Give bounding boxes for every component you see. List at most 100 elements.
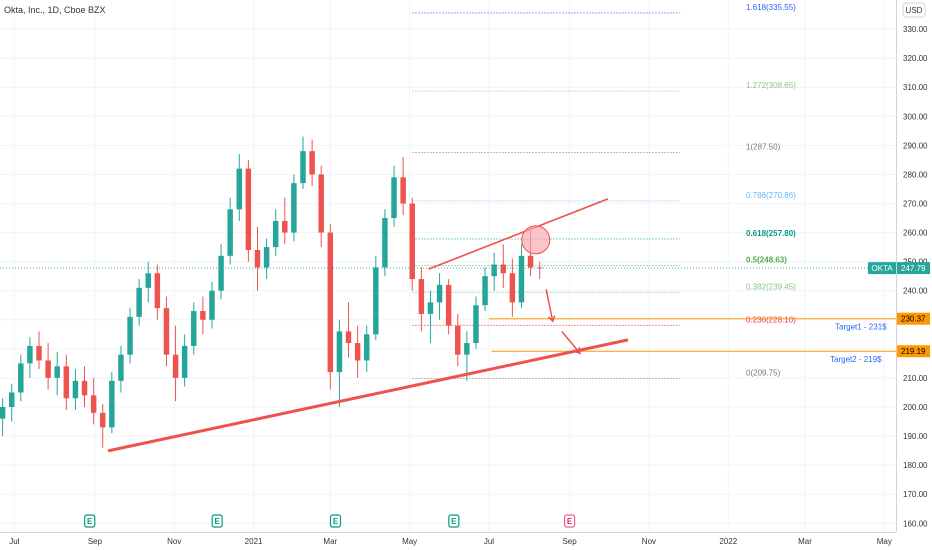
candle-body xyxy=(145,273,151,288)
candle-body xyxy=(482,276,488,306)
candle-body xyxy=(0,406,6,419)
candle-body xyxy=(172,354,179,378)
time-tick-label: Nov xyxy=(167,537,181,546)
target-label: Target2 - 219$ xyxy=(830,355,882,364)
grid xyxy=(0,0,896,532)
candle-body xyxy=(36,345,42,361)
time-tick-label: Nov xyxy=(642,537,656,546)
candle-body xyxy=(254,250,261,268)
candle-body xyxy=(309,151,315,175)
earnings-icon-label: E xyxy=(87,517,93,526)
candle-body xyxy=(391,177,397,219)
candle-body xyxy=(382,218,388,268)
fib-level-label: 1.272(308.65) xyxy=(746,81,796,90)
fib-level-label: 0.5(248.63) xyxy=(746,256,787,265)
candle-body xyxy=(436,284,443,303)
candle-body xyxy=(409,203,415,280)
candle-body xyxy=(181,345,188,378)
candle-body xyxy=(336,331,343,373)
fib-level-label: 1(287.50) xyxy=(746,143,781,152)
price-tick-label: 190.00 xyxy=(903,432,928,441)
candle-body xyxy=(154,273,161,309)
highlight-circle[interactable] xyxy=(521,225,551,255)
candle-body xyxy=(209,290,215,320)
candle-body xyxy=(90,395,97,413)
candle-body xyxy=(427,302,434,314)
price-tick-label: 200.00 xyxy=(903,403,928,412)
candle-body xyxy=(81,380,88,396)
time-axis[interactable]: Jul Sep Nov 2021 Mar May Jul Sep Nov 2022 Mar May xyxy=(0,532,932,550)
target-price-badge xyxy=(897,345,930,358)
candle-body xyxy=(8,392,15,407)
price-tick-label: 330.00 xyxy=(903,25,928,34)
time-tick-label: Sep xyxy=(562,537,577,546)
target-label: Target1 - 231$ xyxy=(835,323,887,332)
candle-body xyxy=(63,366,70,399)
currency-button[interactable]: USD xyxy=(902,2,926,18)
resistance-trendline[interactable] xyxy=(428,198,609,270)
earnings-icon-label: E xyxy=(215,517,221,526)
earnings-icon[interactable] xyxy=(211,514,223,528)
price-tick-label: 210.00 xyxy=(903,374,928,383)
fib-level-label: 0.382(239.45) xyxy=(746,282,796,291)
earnings-icon[interactable] xyxy=(563,514,576,528)
candle-body xyxy=(191,311,197,346)
price-tick-label: 170.00 xyxy=(903,490,928,499)
candle-body xyxy=(527,255,534,268)
fib-level-label: 0.786(270.86) xyxy=(746,191,796,200)
earnings-icon[interactable] xyxy=(329,514,342,528)
candle-body xyxy=(109,380,115,428)
candle-body xyxy=(18,363,24,393)
candle-body xyxy=(300,151,306,184)
candle-body xyxy=(464,343,470,355)
price-axis[interactable]: 160.00170.00180.00190.00200.00210.00220.… xyxy=(868,0,932,550)
fibonacci-retracement[interactable]: 0(209.75) 0.236(228.10) 0.382(239.45) 0.5(2… xyxy=(412,3,796,380)
ticker-badge xyxy=(868,262,896,275)
currency-label: USD xyxy=(906,6,923,15)
target-lines[interactable]: Target1 - 231$ Target2 - 219$ xyxy=(488,318,896,365)
candle-body xyxy=(509,273,516,303)
candle-body xyxy=(263,247,270,268)
candle-body xyxy=(200,311,206,320)
target-price-label: 219.19 xyxy=(901,347,926,356)
time-tick-label: Mar xyxy=(798,537,812,546)
candle-body xyxy=(218,255,224,291)
projection-arrow[interactable] xyxy=(545,289,554,322)
candle-body xyxy=(245,168,252,251)
candle-body xyxy=(354,343,361,361)
candle-body xyxy=(27,345,33,364)
candle-body xyxy=(473,305,479,344)
earnings-icon[interactable] xyxy=(84,514,96,528)
candlestick-series xyxy=(0,136,543,448)
candle-body xyxy=(373,267,379,335)
candle-body xyxy=(163,308,170,355)
fib-level-label: 1.618(335.55) xyxy=(746,3,796,12)
price-tick-label: 320.00 xyxy=(903,54,928,63)
price-tick-label: 180.00 xyxy=(903,461,928,470)
time-tick-label: May xyxy=(402,537,417,546)
candle-body xyxy=(455,325,461,355)
time-tick-label: Sep xyxy=(88,537,103,546)
projection-arrow[interactable] xyxy=(561,330,581,354)
time-tick-label: 2021 xyxy=(245,537,263,546)
candle-body xyxy=(327,232,334,373)
fib-level-label: 0(209.75) xyxy=(746,369,781,378)
target-price-badge xyxy=(897,312,930,325)
drawings[interactable] xyxy=(107,198,629,453)
candle-body xyxy=(418,279,425,314)
candle-body xyxy=(536,267,543,269)
time-tick-label: Jul xyxy=(9,537,19,546)
candle-body xyxy=(227,209,233,256)
price-tick-label: 280.00 xyxy=(903,170,928,179)
candle-body xyxy=(118,354,124,381)
last-price-badge xyxy=(897,262,930,275)
fib-level-label: 0.618(257.80) xyxy=(746,229,796,238)
earnings-icon[interactable] xyxy=(448,514,460,528)
candle-body xyxy=(518,255,525,303)
support-trendline[interactable] xyxy=(107,338,629,453)
candle-body xyxy=(127,316,133,355)
candle-body xyxy=(272,220,279,248)
candle-body xyxy=(491,264,497,277)
